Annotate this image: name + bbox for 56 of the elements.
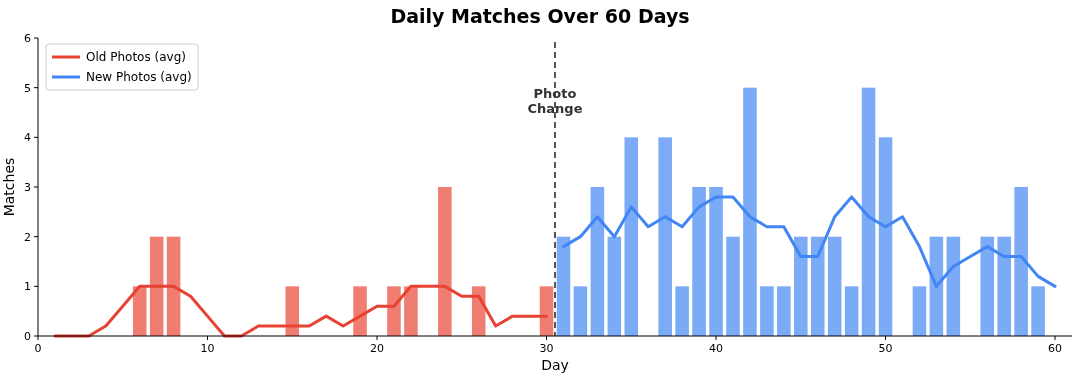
bar [149,236,164,336]
x-tick-label: 30 [539,342,554,355]
x-tick-label: 40 [709,342,724,355]
bar [743,87,757,336]
bar [166,236,181,336]
y-tick-label: 4 [24,131,31,145]
y-tick-label: 3 [24,181,31,194]
legend-label: Old Photos (avg) [86,50,186,64]
bar [573,286,588,336]
x-tick-label: 0 [34,342,42,355]
bar [590,187,605,336]
bar [844,286,859,336]
x-tick-label: 20 [370,342,385,355]
x-tick-label: 60 [1048,342,1063,355]
bar [692,187,706,336]
x-tick-label: 10 [200,342,215,355]
bar [997,236,1011,336]
bar [760,286,774,336]
bar [658,137,672,336]
y-tick-label: 0 [24,330,31,343]
line-series [561,195,1057,288]
bar [912,286,927,336]
bar [387,286,401,336]
bar [946,236,961,336]
line-series [53,284,549,338]
bar [709,187,723,336]
x-tick-label: 50 [878,342,893,355]
bar [471,286,486,336]
bar [539,286,554,336]
bar [726,236,740,336]
bar [861,87,876,336]
bar [980,236,995,336]
y-axis-title: Matches [1,157,17,217]
bar [810,236,825,336]
legend-label: New Photos (avg) [86,70,192,84]
bar [827,236,842,336]
y-tick-label: 2 [24,230,31,244]
bar [624,137,639,336]
chart-title: Daily Matches Over 60 Days [390,5,690,27]
bar [607,236,622,336]
bar [404,286,418,336]
bar [777,286,791,336]
bar [438,187,452,336]
bar [1031,286,1045,336]
y-tick-label: 5 [24,81,31,95]
ref-line-label: Photo Change [527,85,583,116]
bar [794,236,808,336]
x-axis-title: Day [541,357,569,373]
bar [1014,187,1028,336]
bar [353,286,367,336]
bar [878,137,893,336]
bar [556,236,571,336]
y-tick-label: 1 [24,280,31,294]
bar [675,286,689,336]
y-tick-label: 6 [24,32,31,45]
bar [285,286,300,336]
